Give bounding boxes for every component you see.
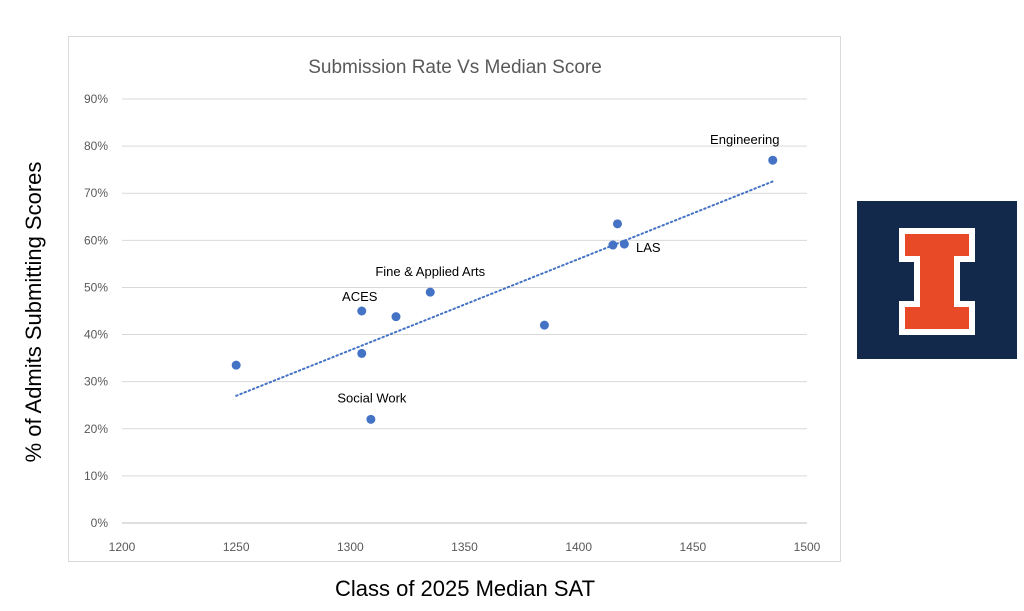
data-label: Engineering [710, 132, 779, 147]
data-point [768, 155, 778, 165]
data-point [357, 348, 367, 358]
trendline [235, 180, 774, 397]
y-axis-label: % of Admits Submitting Scores [21, 161, 46, 463]
y-tick-label: 10% [84, 469, 108, 483]
data-point [539, 320, 549, 330]
y-tick-label: 50% [84, 280, 108, 294]
data-point [366, 414, 376, 424]
data-point [608, 240, 618, 250]
chart-title: Submission Rate Vs Median Score [308, 57, 602, 78]
data-point [357, 306, 367, 316]
data-point [612, 219, 622, 229]
chart-area: Submission Rate Vs Median Score ACES Soci… [68, 36, 841, 562]
y-tick-label: 20% [84, 422, 108, 436]
y-tick-label: 30% [84, 375, 108, 389]
x-tick-label: 1350 [451, 540, 478, 554]
data-point [425, 287, 435, 297]
x-tick-label: 1200 [109, 540, 136, 554]
y-tick-label: 80% [84, 139, 108, 153]
data-label: ACES [342, 289, 378, 304]
y-tick-label: 70% [84, 186, 108, 200]
y-tick-label: 0% [91, 516, 109, 530]
data-point [391, 312, 401, 322]
scatter-chart: Submission Rate Vs Median Score ACES Soci… [84, 57, 821, 554]
data-point [619, 239, 629, 249]
y-tick-label: 60% [84, 233, 108, 247]
y-tick-label: 90% [84, 92, 108, 106]
data-point [231, 360, 241, 370]
y-tick-label: 40% [84, 328, 108, 342]
data-label: LAS [636, 240, 661, 255]
x-tick-label: 1500 [794, 540, 821, 554]
data-label: Social Work [337, 390, 407, 405]
x-tick-label: 1400 [565, 540, 592, 554]
x-tick-label: 1250 [223, 540, 250, 554]
university-logo [857, 201, 1017, 359]
x-tick-label: 1450 [679, 540, 706, 554]
x-axis-label: Class of 2025 Median SAT [334, 576, 596, 601]
x-tick-label: 1300 [337, 540, 364, 554]
data-label: Fine & Applied Arts [375, 264, 485, 279]
block-i-icon [899, 228, 975, 335]
